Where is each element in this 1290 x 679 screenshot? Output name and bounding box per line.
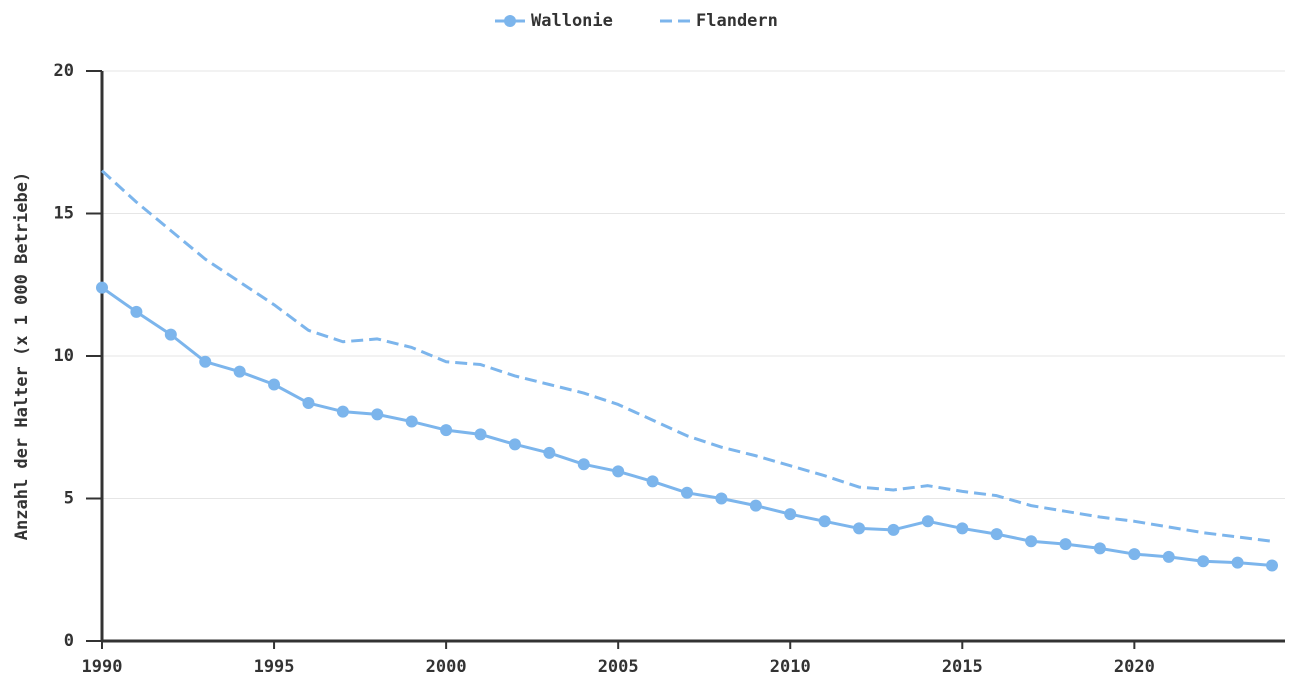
data-point	[681, 486, 693, 499]
data-point	[1231, 556, 1244, 569]
data-point	[577, 458, 590, 471]
y-tick-label: 20	[54, 61, 74, 81]
data-point	[956, 522, 969, 535]
data-point	[130, 305, 143, 318]
y-tick-label: 10	[54, 346, 74, 366]
data-point	[1093, 542, 1106, 555]
data-point	[1128, 548, 1141, 561]
legend-marker	[504, 15, 516, 27]
y-tick-label: 0	[64, 631, 74, 651]
data-point	[921, 515, 934, 528]
legend-label: Wallonie	[531, 11, 613, 31]
data-point	[1162, 550, 1175, 563]
data-point	[164, 328, 177, 341]
data-point	[990, 528, 1003, 541]
data-point	[371, 408, 384, 421]
x-tick-label: 2020	[1114, 657, 1155, 677]
data-point	[543, 446, 556, 459]
x-tick-label: 2015	[942, 657, 983, 677]
series-line	[101, 286, 1273, 567]
data-point	[440, 424, 453, 437]
data-point	[405, 415, 418, 428]
data-point	[1025, 535, 1038, 548]
data-point	[612, 465, 625, 478]
x-tick-label: 1990	[82, 657, 123, 677]
data-point	[96, 281, 108, 294]
data-point	[302, 397, 315, 410]
data-point	[233, 365, 246, 378]
data-point	[818, 515, 831, 528]
y-axis-label: Anzahl der Halter (x 1 000 Betriebe)	[12, 172, 32, 540]
data-point	[853, 522, 866, 535]
series-line	[100, 169, 1273, 543]
data-point	[508, 438, 521, 451]
x-tick-label: 2010	[770, 657, 811, 677]
data-point	[784, 508, 797, 521]
legend-label: Flandern	[696, 11, 778, 31]
data-point	[887, 523, 900, 536]
y-tick-label: 15	[54, 204, 74, 224]
data-point	[749, 499, 762, 512]
data-point	[474, 428, 487, 441]
data-point	[1059, 538, 1072, 551]
x-tick-label: 1995	[254, 657, 295, 677]
x-tick-label: 2000	[426, 657, 467, 677]
data-point	[268, 378, 281, 391]
data-point	[715, 492, 728, 505]
data-point	[1266, 559, 1278, 572]
data-point	[199, 355, 212, 368]
data-point	[336, 405, 349, 418]
data-point	[1197, 555, 1210, 568]
y-tick-label: 5	[64, 489, 74, 509]
x-tick-label: 2005	[598, 657, 639, 677]
data-point	[646, 475, 659, 488]
